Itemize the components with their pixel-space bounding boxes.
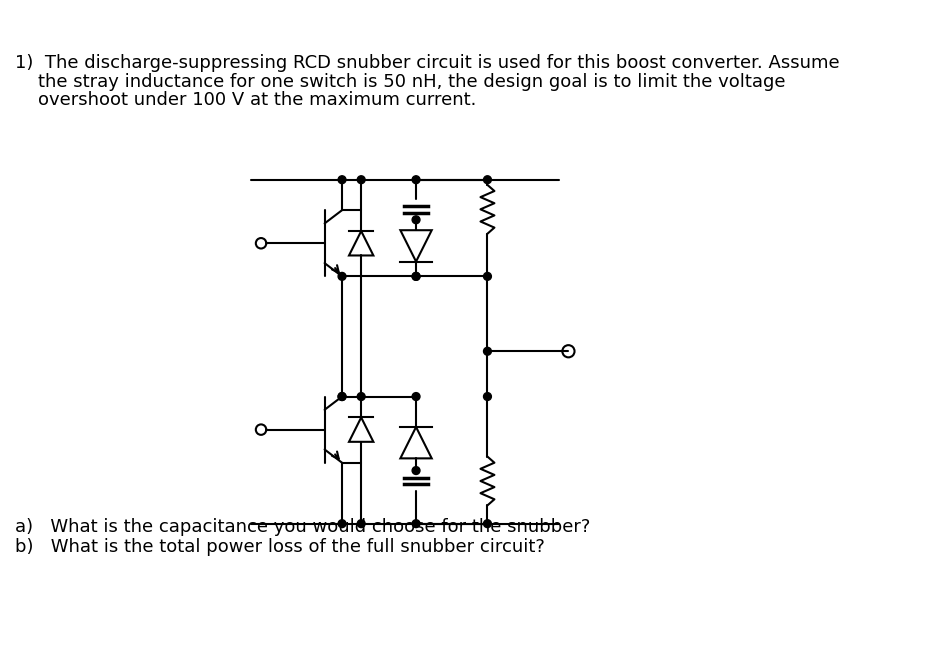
Text: the stray inductance for one switch is 50 nH, the design goal is to limit the vo: the stray inductance for one switch is 5… <box>15 72 785 91</box>
Circle shape <box>412 393 420 400</box>
Text: a)   What is the capacitance you would choose for the snubber?: a) What is the capacitance you would cho… <box>15 518 590 537</box>
Text: b)   What is the total power loss of the full snubber circuit?: b) What is the total power loss of the f… <box>15 539 545 556</box>
Circle shape <box>338 393 346 400</box>
Circle shape <box>484 273 491 280</box>
Circle shape <box>412 216 420 224</box>
Circle shape <box>412 520 420 527</box>
Circle shape <box>484 348 491 355</box>
Circle shape <box>484 393 491 400</box>
Circle shape <box>358 393 365 400</box>
Text: 1)  The discharge-suppressing RCD snubber circuit is used for this boost convert: 1) The discharge-suppressing RCD snubber… <box>15 54 840 72</box>
Circle shape <box>358 176 365 184</box>
Circle shape <box>412 176 420 184</box>
Circle shape <box>338 393 346 400</box>
Circle shape <box>338 273 346 280</box>
Circle shape <box>484 176 491 184</box>
Circle shape <box>484 520 491 527</box>
Circle shape <box>358 520 365 527</box>
Circle shape <box>412 273 420 280</box>
Circle shape <box>412 273 420 280</box>
Circle shape <box>338 176 346 184</box>
Text: overshoot under 100 V at the maximum current.: overshoot under 100 V at the maximum cur… <box>15 91 476 109</box>
Circle shape <box>338 520 346 527</box>
Circle shape <box>412 467 420 475</box>
